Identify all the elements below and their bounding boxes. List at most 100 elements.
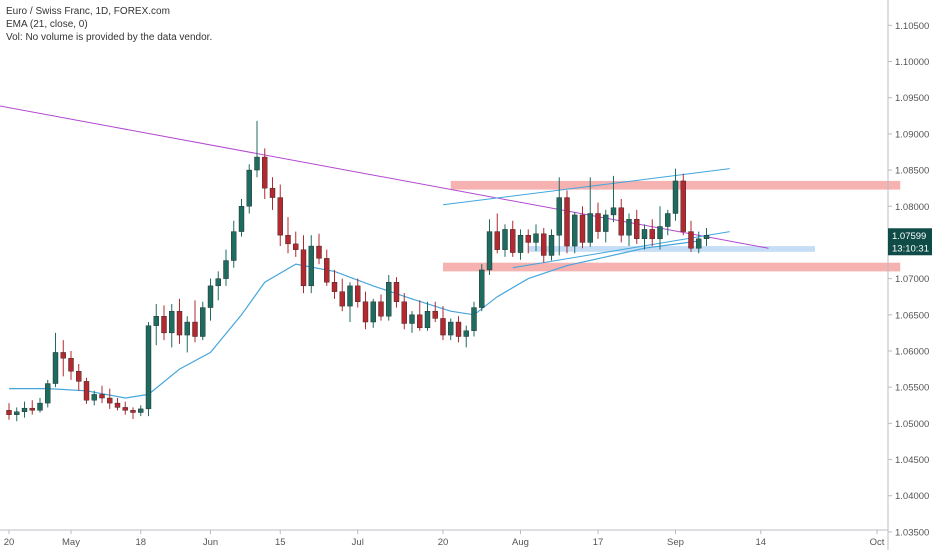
candle[interactable] (83, 377, 90, 404)
candle[interactable] (479, 264, 485, 312)
candle[interactable] (223, 249, 229, 286)
candle[interactable] (60, 340, 66, 377)
candle[interactable] (169, 303, 175, 348)
candle[interactable] (122, 401, 128, 415)
candle[interactable] (145, 322, 152, 417)
candle[interactable] (316, 233, 322, 265)
candle[interactable] (696, 231, 702, 254)
candle[interactable] (564, 190, 570, 254)
candle[interactable] (440, 306, 446, 341)
candle[interactable] (618, 199, 624, 243)
candle[interactable] (130, 407, 136, 420)
candle[interactable] (246, 164, 252, 214)
candle[interactable] (541, 227, 547, 263)
candle[interactable] (362, 291, 369, 330)
candle[interactable] (556, 177, 562, 256)
candle[interactable] (355, 278, 361, 308)
candle[interactable] (665, 209, 671, 236)
candle[interactable] (432, 301, 438, 323)
candle[interactable] (324, 249, 330, 286)
candle[interactable] (486, 219, 493, 275)
candle[interactable] (68, 350, 74, 380)
candle[interactable] (254, 120, 260, 178)
candle[interactable] (176, 298, 183, 344)
candle[interactable] (657, 206, 663, 250)
candle[interactable] (238, 199, 245, 237)
candle[interactable] (525, 229, 531, 254)
candle[interactable] (52, 332, 59, 388)
candle[interactable] (688, 220, 694, 252)
candle[interactable] (572, 212, 578, 254)
candle[interactable] (14, 407, 20, 422)
candle[interactable] (37, 398, 43, 413)
candle[interactable] (448, 318, 454, 341)
candle[interactable] (370, 298, 376, 328)
candle[interactable] (6, 403, 12, 420)
candle[interactable] (347, 282, 353, 323)
volume-indicator-label[interactable]: Vol: No volume is provided by the data v… (6, 32, 213, 43)
candle[interactable] (192, 300, 198, 343)
support-zone[interactable] (443, 262, 901, 272)
candle[interactable] (269, 177, 276, 210)
blue-zone[interactable] (528, 246, 815, 252)
candle[interactable] (293, 231, 299, 257)
candle[interactable] (680, 173, 686, 236)
candle[interactable] (672, 168, 679, 221)
candle[interactable] (29, 400, 35, 415)
candle[interactable] (339, 278, 345, 312)
candle[interactable] (107, 388, 113, 409)
candle[interactable] (517, 229, 524, 260)
candle[interactable] (471, 301, 477, 337)
candle[interactable] (331, 269, 338, 299)
candle[interactable] (277, 184, 283, 247)
candle[interactable] (409, 311, 415, 333)
candle[interactable] (634, 209, 640, 244)
candle[interactable] (494, 213, 500, 254)
candle[interactable] (548, 229, 555, 261)
candle[interactable] (378, 294, 384, 321)
candle[interactable] (262, 148, 268, 200)
candle[interactable] (610, 175, 617, 223)
candle[interactable] (207, 278, 214, 321)
candle[interactable] (417, 300, 423, 331)
candle[interactable] (393, 277, 400, 308)
candle[interactable] (114, 398, 121, 411)
ema-indicator-label[interactable]: EMA (21, close, 0) (6, 19, 88, 30)
candle[interactable] (533, 224, 539, 252)
candle[interactable] (99, 385, 105, 404)
resistance-trendline[interactable] (0, 90, 769, 249)
candle[interactable] (308, 235, 314, 294)
candle[interactable] (153, 303, 159, 346)
candle[interactable] (626, 213, 632, 247)
candle[interactable] (510, 220, 516, 257)
candle[interactable] (641, 224, 648, 250)
candle[interactable] (138, 405, 144, 417)
candle[interactable] (200, 301, 206, 341)
candle[interactable] (215, 271, 221, 301)
candle[interactable] (703, 227, 710, 247)
candle[interactable] (386, 275, 392, 321)
candle[interactable] (401, 293, 407, 330)
candle[interactable] (424, 301, 431, 331)
candle[interactable] (595, 202, 601, 239)
candle[interactable] (91, 390, 97, 406)
candle[interactable] (300, 235, 307, 294)
candle[interactable] (76, 364, 82, 391)
candle[interactable] (21, 401, 28, 418)
candle[interactable] (455, 316, 462, 343)
channel-upper-line[interactable] (442, 168, 730, 206)
candle[interactable] (587, 177, 593, 247)
candle[interactable] (603, 209, 609, 243)
candle[interactable] (161, 305, 167, 341)
candle[interactable] (285, 217, 291, 254)
candle[interactable] (184, 316, 190, 353)
candle[interactable] (231, 220, 237, 268)
candle[interactable] (649, 219, 655, 247)
candle[interactable] (579, 206, 586, 249)
candle[interactable] (502, 224, 508, 257)
candle[interactable] (463, 325, 469, 348)
candle[interactable] (45, 379, 51, 408)
